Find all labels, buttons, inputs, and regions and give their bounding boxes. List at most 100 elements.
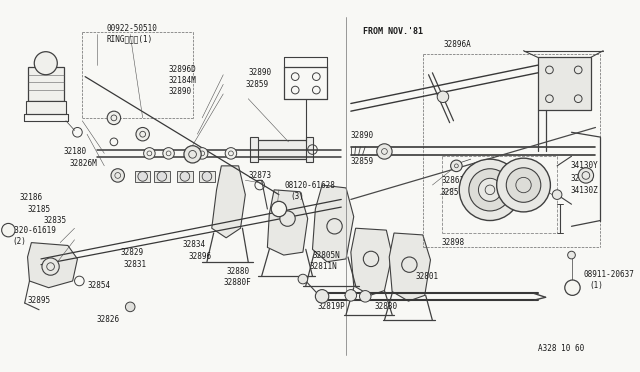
Circle shape [271,201,287,217]
Text: 32859: 32859 [245,80,268,89]
Circle shape [157,171,166,181]
Text: 32831: 32831 [124,260,147,269]
Text: 32859: 32859 [440,188,463,197]
Circle shape [506,168,541,202]
Text: 32186: 32186 [20,193,43,202]
Text: 32801: 32801 [415,272,438,281]
Circle shape [140,131,145,137]
Circle shape [364,251,379,267]
Circle shape [125,302,135,312]
Text: 32184M: 32184M [168,76,196,85]
Text: 32859: 32859 [351,157,374,166]
Text: 32890: 32890 [248,68,271,77]
Polygon shape [389,233,431,301]
Text: 32890: 32890 [168,87,192,96]
Text: 32830: 32830 [375,302,398,311]
Circle shape [460,159,521,221]
Text: 32805N: 32805N [312,251,340,260]
Polygon shape [268,190,308,255]
Text: (2): (2) [12,237,26,246]
Bar [538,57,591,110]
Polygon shape [212,166,245,238]
Text: B: B [276,205,282,214]
Circle shape [202,171,212,181]
Circle shape [2,224,15,237]
Text: 32880: 32880 [226,267,249,276]
Circle shape [180,171,189,181]
Text: (1): (1) [589,281,604,290]
Bar [154,171,170,182]
Bar [250,137,258,162]
Circle shape [316,290,329,303]
Text: A328 10 60: A328 10 60 [538,344,584,353]
Text: S: S [6,226,11,235]
Circle shape [568,251,575,259]
Circle shape [578,168,593,183]
Bar [255,140,308,159]
Circle shape [184,146,201,163]
Text: 32896: 32896 [189,253,212,262]
Text: 00922-50510: 00922-50510 [106,24,157,33]
Text: 32829: 32829 [120,248,144,257]
Circle shape [552,190,562,199]
Polygon shape [312,185,354,262]
Polygon shape [351,228,392,295]
Circle shape [298,274,308,284]
Circle shape [280,211,295,226]
Bar [306,137,314,162]
Text: 34130Y: 34130Y [570,161,598,170]
Text: N: N [569,283,576,292]
Circle shape [163,148,174,159]
Circle shape [437,91,449,103]
Text: 08911-20637: 08911-20637 [584,270,635,279]
Text: 32880F: 32880F [223,278,251,288]
Circle shape [143,148,155,159]
Circle shape [196,148,208,159]
Text: 32861: 32861 [570,174,594,183]
Text: 08320-61619: 08320-61619 [6,226,56,235]
Circle shape [225,148,237,159]
Circle shape [360,291,371,302]
Text: 32826M: 32826M [70,160,97,169]
Bar [28,67,64,100]
Bar [177,171,193,182]
Circle shape [479,178,502,201]
Circle shape [42,258,60,275]
Circle shape [136,128,149,141]
Text: 32873: 32873 [248,171,271,180]
Bar [199,171,214,182]
Circle shape [345,290,356,301]
Text: 32819P: 32819P [317,302,345,311]
Text: RINGリング(1): RINGリング(1) [106,35,152,44]
Circle shape [327,219,342,234]
Text: FROM NOV.'81: FROM NOV.'81 [364,27,423,36]
Text: 32835: 32835 [44,216,67,225]
Bar [500,163,517,174]
Circle shape [564,280,580,295]
Circle shape [469,169,511,211]
Text: 32895: 32895 [28,296,51,305]
Bar [26,100,66,114]
Circle shape [138,171,147,181]
Text: 32854: 32854 [87,281,110,290]
Text: 32861: 32861 [442,176,465,185]
Text: 32826: 32826 [97,315,120,324]
Text: 34130Z: 34130Z [570,186,598,195]
Circle shape [377,144,392,159]
Circle shape [497,158,550,212]
Polygon shape [28,243,77,288]
Text: 32896D: 32896D [168,65,196,74]
Text: (3): (3) [291,192,304,201]
Text: 08120-61628: 08120-61628 [285,180,335,190]
Bar [135,171,150,182]
Text: 32180: 32180 [63,147,86,156]
Circle shape [35,52,58,75]
Circle shape [451,160,462,171]
Circle shape [111,115,116,121]
Circle shape [111,169,124,182]
Circle shape [402,257,417,272]
Text: 32185: 32185 [28,205,51,214]
Text: 32811N: 32811N [310,262,337,271]
Text: 32834: 32834 [183,240,206,249]
Text: 32898: 32898 [442,238,465,247]
